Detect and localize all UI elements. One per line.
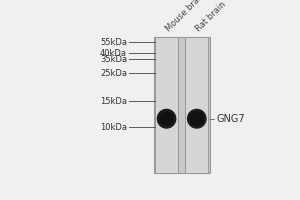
- Text: 15kDa: 15kDa: [100, 97, 127, 106]
- Text: 25kDa: 25kDa: [100, 69, 127, 78]
- Bar: [185, 37, 208, 173]
- Text: 35kDa: 35kDa: [100, 55, 127, 64]
- Text: 10kDa: 10kDa: [100, 123, 127, 132]
- Bar: [154, 37, 210, 173]
- Ellipse shape: [157, 109, 176, 129]
- Bar: [155, 37, 178, 173]
- Ellipse shape: [189, 111, 204, 126]
- Text: GNG7: GNG7: [217, 114, 245, 124]
- Text: Rat brain: Rat brain: [194, 0, 228, 33]
- Ellipse shape: [159, 111, 174, 126]
- Text: 40kDa: 40kDa: [100, 49, 127, 58]
- Text: Mouse brain: Mouse brain: [164, 0, 207, 33]
- Text: 55kDa: 55kDa: [100, 38, 127, 47]
- Ellipse shape: [187, 109, 207, 129]
